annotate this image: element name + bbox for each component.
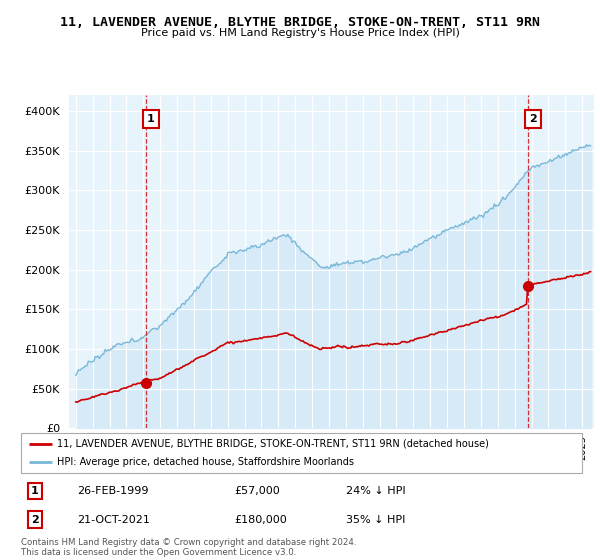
Text: 35% ↓ HPI: 35% ↓ HPI <box>346 515 406 525</box>
Text: Price paid vs. HM Land Registry's House Price Index (HPI): Price paid vs. HM Land Registry's House … <box>140 28 460 38</box>
Text: 11, LAVENDER AVENUE, BLYTHE BRIDGE, STOKE-ON-TRENT, ST11 9RN (detached house): 11, LAVENDER AVENUE, BLYTHE BRIDGE, STOK… <box>58 439 490 449</box>
Text: 2: 2 <box>529 114 537 124</box>
Text: 11, LAVENDER AVENUE, BLYTHE BRIDGE, STOKE-ON-TRENT, ST11 9RN: 11, LAVENDER AVENUE, BLYTHE BRIDGE, STOK… <box>60 16 540 29</box>
FancyBboxPatch shape <box>21 433 582 473</box>
Text: 21-OCT-2021: 21-OCT-2021 <box>77 515 150 525</box>
Text: £180,000: £180,000 <box>234 515 287 525</box>
Text: 1: 1 <box>147 114 155 124</box>
Text: Contains HM Land Registry data © Crown copyright and database right 2024.
This d: Contains HM Land Registry data © Crown c… <box>21 538 356 557</box>
Text: 2: 2 <box>31 515 39 525</box>
Text: £57,000: £57,000 <box>234 486 280 496</box>
Text: 24% ↓ HPI: 24% ↓ HPI <box>346 486 406 496</box>
Text: 26-FEB-1999: 26-FEB-1999 <box>77 486 149 496</box>
Text: 1: 1 <box>31 486 39 496</box>
Text: HPI: Average price, detached house, Staffordshire Moorlands: HPI: Average price, detached house, Staf… <box>58 458 355 467</box>
